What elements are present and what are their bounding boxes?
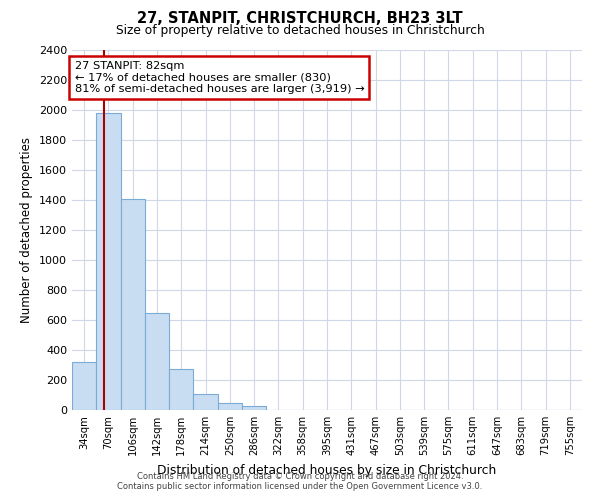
Text: 27, STANPIT, CHRISTCHURCH, BH23 3LT: 27, STANPIT, CHRISTCHURCH, BH23 3LT [137, 11, 463, 26]
Bar [145, 312, 169, 410]
Bar [218, 403, 242, 410]
Bar [121, 198, 145, 410]
Text: 27 STANPIT: 82sqm
← 17% of detached houses are smaller (830)
81% of semi-detache: 27 STANPIT: 82sqm ← 17% of detached hous… [74, 61, 364, 94]
Bar [96, 113, 121, 410]
X-axis label: Distribution of detached houses by size in Christchurch: Distribution of detached houses by size … [157, 464, 497, 476]
Bar [72, 362, 96, 410]
Bar [242, 406, 266, 410]
Bar [193, 394, 218, 410]
Y-axis label: Number of detached properties: Number of detached properties [20, 137, 34, 323]
Text: Contains HM Land Registry data © Crown copyright and database right 2024.: Contains HM Land Registry data © Crown c… [137, 472, 463, 481]
Text: Contains public sector information licensed under the Open Government Licence v3: Contains public sector information licen… [118, 482, 482, 491]
Bar [169, 369, 193, 410]
Text: Size of property relative to detached houses in Christchurch: Size of property relative to detached ho… [116, 24, 484, 37]
